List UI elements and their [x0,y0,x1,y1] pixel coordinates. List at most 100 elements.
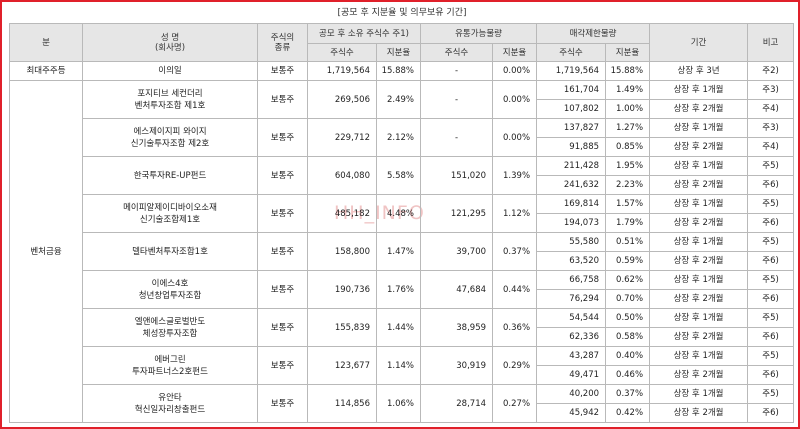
tradable-shares: 151,020 [420,156,494,195]
post-ipo-shares: 114,856 [307,384,377,423]
tradable-ratio: 0.00% [492,61,538,81]
stock-type: 보통주 [257,232,308,271]
note-cell: 주6) [747,251,795,271]
note-cell: 주5) [747,346,795,366]
restricted-ratio: 0.37% [605,384,651,404]
note-cell: 주5) [747,194,795,214]
restricted-shares: 241,632 [536,175,607,195]
post-ipo-shares: 1,719,564 [307,61,377,81]
shareholder-name-line: 체성장투자조합 [142,328,198,339]
shareholder-name-line: 유안타 [158,392,182,403]
lockup-period: 상장 후 1개월 [649,80,749,100]
header-name-line2: (회사명) [154,42,186,53]
lockup-period: 상장 후 1개월 [649,308,749,328]
tradable-ratio: 0.27% [492,384,538,423]
table-row: 엘앤에스글로벌반도 체성장투자조합 보통주 155,839 1.44% 38,959 0.3… [10,308,795,347]
header-category: 분 [9,23,83,62]
restricted-shares: 62,336 [536,327,607,347]
table-body: 최대주주등 이의일 보통주 1,719,564 15.88% -0.00% 1,719,56… [9,61,795,423]
lockup-period: 상장 후 1개월 [649,194,749,214]
restricted-ratio: 1.95% [605,156,651,176]
restricted-ratio: 15.88% [605,61,651,81]
shareholder-name-line: 이에스4호 [151,278,189,289]
shareholder-name: 유안타 혁신일자리창출펀드 [82,384,258,423]
note-cell: 주5) [747,156,795,176]
table-caption: [공모 후 지분율 및 의무보유 기간] [337,8,467,18]
header-stock-type-line1: 주식의 [270,32,295,43]
shareholder-name-line: 신기술조합제1호 [139,214,201,225]
shareholder-name-line: 메이피알제이디바이오소재 [123,202,217,213]
lockup-period: 상장 후 2개월 [649,175,749,195]
header-period: 기간 [649,23,749,62]
lockup-period: 상장 후 1개월 [649,232,749,252]
post-ipo-shares: 158,800 [307,232,377,271]
table-row: 62,336 0.58% 상장 후 2개월 주6) [10,327,795,347]
lockup-period: 상장 후 3년 [649,61,749,81]
tradable-ratio: 0.44% [492,270,538,309]
stock-type: 보통주 [257,194,308,233]
lockup-period: 상장 후 2개월 [649,289,749,309]
restricted-ratio: 0.70% [605,289,651,309]
note-cell: 주6) [747,327,795,347]
note-cell: 주3) [747,118,795,138]
restricted-shares: 54,544 [536,308,607,328]
restricted-ratio: 1.00% [605,99,651,119]
shareholder-name-line: 한국투자RE-UP펀드 [133,170,207,181]
restricted-shares: 63,520 [536,251,607,271]
shareholder-name-line: 신기술투자조합 제2호 [130,138,210,149]
post-ipo-ratio: 1.47% [375,232,422,271]
restricted-shares: 1,719,564 [536,61,607,81]
table-row: 한국투자RE-UP펀드 보통주 604,080 5.58% 151,020 1.39% 21… [10,156,795,195]
shareholder-name: 이에스4호 청년창업투자조합 [82,270,258,309]
restricted-shares: 194,073 [536,213,607,233]
tradable-ratio: 1.39% [492,156,538,195]
post-ipo-shares: 190,736 [307,270,377,309]
restricted-shares: 161,704 [536,80,607,100]
restricted-ratio: 0.62% [605,270,651,290]
lockup-period: 상장 후 2개월 [649,137,749,157]
table-row: 메이피알제이디바이오소재 신기술조합제1호 보통주 485,182 4.48% 121,2… [10,194,795,233]
note-cell: 주6) [747,403,795,423]
shareholder-name: 에버그린 투자파트너스2호펀드 [82,346,258,385]
category-cell: 벤처금융 [9,80,83,423]
note-cell: 주3) [747,80,795,100]
table-row: 63,520 0.59% 상장 후 2개월 주6) [10,251,795,271]
post-ipo-ratio: 1.76% [375,270,422,309]
lockup-period: 상장 후 2개월 [649,403,749,423]
stock-type: 보통주 [257,270,308,309]
table-row: 벤처금융 포지티브 세컨더리 벤처투자조합 제1호 보통주 269,506 2.49% -0… [9,80,795,423]
post-ipo-ratio: 15.88% [375,61,422,81]
tradable-shares: 121,295 [420,194,494,233]
table-row: 91,885 0.85% 상장 후 2개월 주4) [10,137,795,157]
post-ipo-ratio: 1.44% [375,308,422,347]
lockup-period: 상장 후 1개월 [649,270,749,290]
restricted-shares: 45,942 [536,403,607,423]
header-stock-type-line2: 종류 [274,42,291,53]
shareholder-name: 메이피알제이디바이오소재 신기술조합제1호 [82,194,258,233]
note-cell: 주5) [747,308,795,328]
lockup-period: 상장 후 2개월 [649,99,749,119]
shareholder-name-line: 에스제이지피 와이지 [133,126,207,137]
table-row: 241,632 2.23% 상장 후 2개월 주6) [10,175,795,195]
tradable-shares: - [420,118,494,157]
post-ipo-shares: 485,182 [307,194,377,233]
table-row: 델타벤처투자조합1호 보통주 158,800 1.47% 39,700 0.37% 55,5… [10,232,795,271]
shareholder-name-line: 에버그린 [154,354,186,365]
header-restricted: 매각제한물량 [536,23,651,44]
table-row: 에스제이지피 와이지 신기술투자조합 제2호 보통주 229,712 2.12% -0.0… [10,118,795,157]
tradable-shares: - [420,80,494,119]
restricted-shares: 49,471 [536,365,607,385]
note-cell: 주5) [747,384,795,404]
tradable-shares: 30,919 [420,346,494,385]
table-row: 76,294 0.70% 상장 후 2개월 주6) [10,289,795,309]
tradable-shares: 47,684 [420,270,494,309]
restricted-ratio: 0.85% [605,137,651,157]
shareholder-name-line: 엘앤에스글로벌반도 [134,316,206,327]
restricted-shares: 66,758 [536,270,607,290]
note-cell: 주5) [747,232,795,252]
shareholder-name: 포지티브 세컨더리 벤처투자조합 제1호 [82,80,258,119]
restricted-ratio: 0.50% [605,308,651,328]
shareholder-name: 한국투자RE-UP펀드 [82,156,258,195]
lockup-period: 상장 후 2개월 [649,365,749,385]
post-ipo-ratio: 1.06% [375,384,422,423]
